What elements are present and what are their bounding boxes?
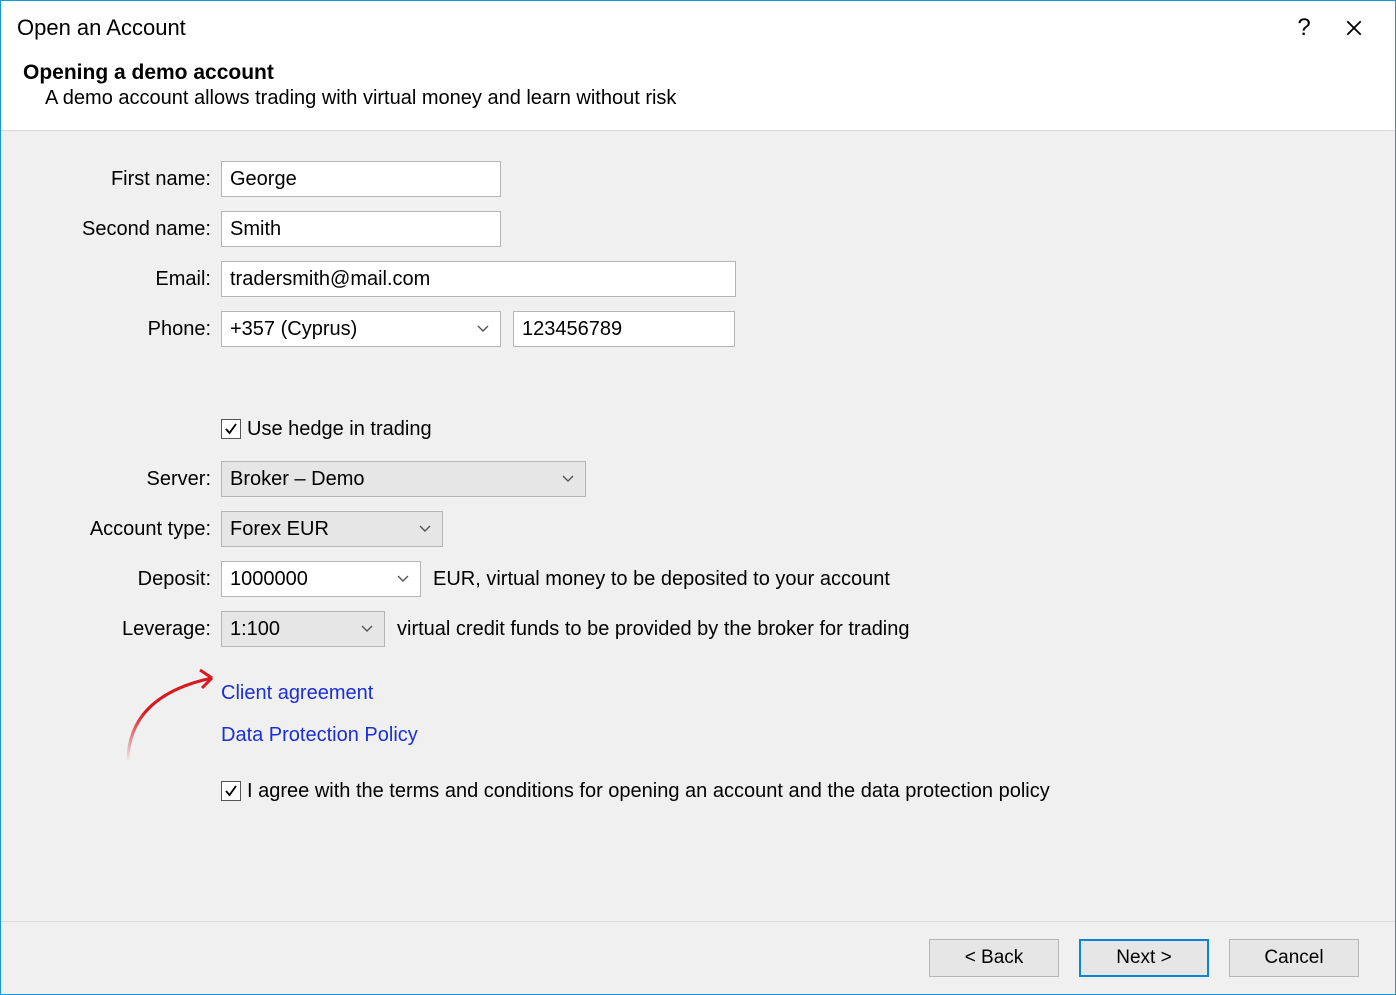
leverage-hint: virtual credit funds to be provided by t… <box>397 618 910 641</box>
deposit-select[interactable]: 1000000 <box>221 561 421 597</box>
leverage-value: 1:100 <box>230 618 358 641</box>
deposit-hint: EUR, virtual money to be deposited to yo… <box>433 568 890 591</box>
dialog-window: Open an Account ? Opening a demo account… <box>0 0 1396 995</box>
server-value: Broker – Demo <box>230 468 559 491</box>
header-heading: Opening a demo account <box>23 61 1373 85</box>
leverage-select[interactable]: 1:100 <box>221 611 385 647</box>
deposit-value: 1000000 <box>230 568 394 591</box>
email-input[interactable] <box>221 261 736 297</box>
email-label: Email: <box>1 268 221 291</box>
chevron-down-icon <box>559 475 577 483</box>
server-label: Server: <box>1 468 221 491</box>
footer: < Back Next > Cancel <box>1 922 1395 994</box>
close-icon[interactable] <box>1329 8 1379 48</box>
checkbox-checked-icon <box>221 781 241 801</box>
account-type-value: Forex EUR <box>230 518 416 541</box>
form-body: First name: Second name: Email: Phone: <box>1 131 1395 922</box>
help-icon[interactable]: ? <box>1279 8 1329 48</box>
phone-label: Phone: <box>1 318 221 341</box>
account-type-label: Account type: <box>1 518 221 541</box>
account-type-select[interactable]: Forex EUR <box>221 511 443 547</box>
second-name-label: Second name: <box>1 218 221 241</box>
window-title: Open an Account <box>17 15 1279 41</box>
chevron-down-icon <box>358 625 376 633</box>
agree-label: I agree with the terms and conditions fo… <box>247 780 1050 803</box>
phone-country-select[interactable]: +357 (Cyprus) <box>221 311 501 347</box>
checkbox-checked-icon <box>221 419 241 439</box>
hedge-label: Use hedge in trading <box>247 418 432 441</box>
second-name-input[interactable] <box>221 211 501 247</box>
data-protection-link[interactable]: Data Protection Policy <box>221 724 418 747</box>
first-name-label: First name: <box>1 168 221 191</box>
deposit-label: Deposit: <box>1 568 221 591</box>
phone-number-input[interactable] <box>513 311 735 347</box>
phone-country-value: +357 (Cyprus) <box>230 318 474 341</box>
first-name-input[interactable] <box>221 161 501 197</box>
hedge-checkbox[interactable]: Use hedge in trading <box>221 418 432 441</box>
next-button[interactable]: Next > <box>1079 939 1209 977</box>
chevron-down-icon <box>416 525 434 533</box>
back-button[interactable]: < Back <box>929 939 1059 977</box>
header: Opening a demo account A demo account al… <box>1 55 1395 131</box>
chevron-down-icon <box>474 325 492 333</box>
chevron-down-icon <box>394 575 412 583</box>
cancel-button[interactable]: Cancel <box>1229 939 1359 977</box>
header-subheading: A demo account allows trading with virtu… <box>45 87 1373 110</box>
server-select[interactable]: Broker – Demo <box>221 461 586 497</box>
client-agreement-link[interactable]: Client agreement <box>221 682 373 705</box>
agree-checkbox[interactable]: I agree with the terms and conditions fo… <box>221 780 1050 803</box>
titlebar: Open an Account ? <box>1 1 1395 55</box>
leverage-label: Leverage: <box>1 618 221 641</box>
